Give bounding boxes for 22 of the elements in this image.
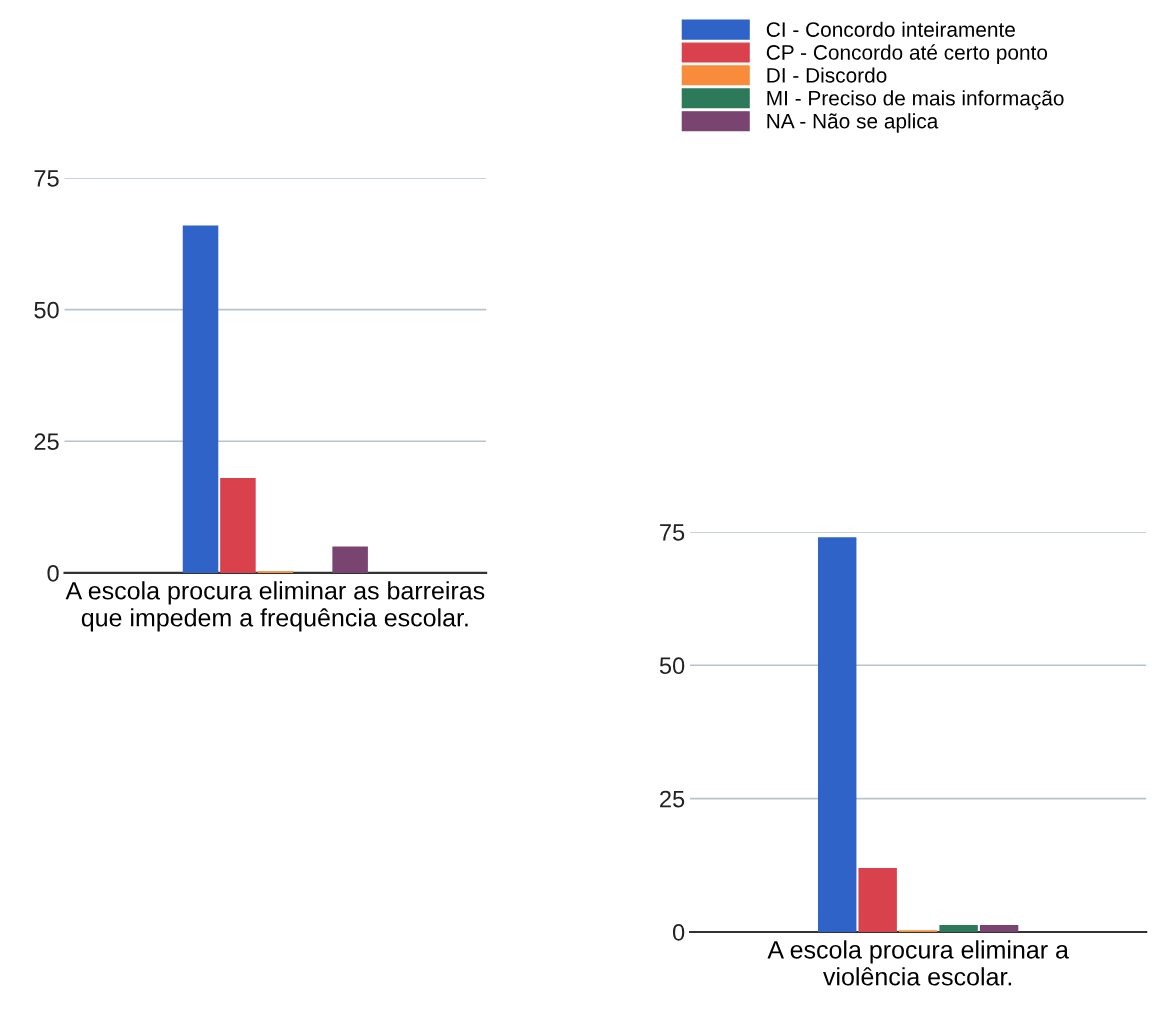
bar bbox=[817, 537, 857, 932]
legend-label: NA - Não se aplica bbox=[767, 113, 939, 133]
y-tick-label: 75 bbox=[660, 524, 685, 541]
legend-label: MI - Preciso de mais informação bbox=[767, 90, 1064, 110]
bar bbox=[182, 225, 219, 573]
x-axis-title: A escola procura eliminar as barreiras que impedem a frequência escolar. bbox=[65, 581, 485, 632]
bar bbox=[220, 478, 256, 573]
legend-label: CI - Concordo inteiramente bbox=[766, 21, 1015, 37]
bar bbox=[939, 925, 978, 932]
y-tick-label: 0 bbox=[672, 924, 685, 941]
y-tick-label: 25 bbox=[660, 790, 685, 808]
bar bbox=[332, 546, 368, 573]
y-tick-label: 25 bbox=[34, 433, 59, 451]
legend-label: CP - Concordo até certo ponto bbox=[766, 44, 1048, 64]
y-tick-label: 0 bbox=[47, 564, 59, 582]
y-tick-label: 50 bbox=[34, 301, 59, 319]
legend-label: DI - Discordo bbox=[767, 67, 887, 83]
bar bbox=[979, 925, 1019, 932]
y-tick-label: 50 bbox=[659, 657, 685, 675]
x-axis-title: A escola procura eliminar a violência escolar. bbox=[767, 940, 1069, 986]
y-tick-label: 75 bbox=[34, 170, 59, 187]
bar bbox=[858, 867, 897, 932]
